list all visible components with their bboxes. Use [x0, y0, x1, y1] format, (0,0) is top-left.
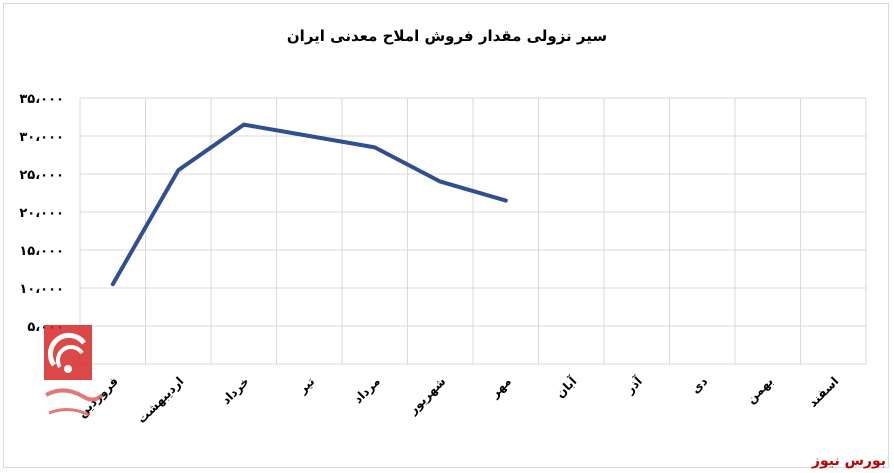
- x-axis-ticks: فروردین اردیبهشت خرداد تیر مرداد شهریور مهر آبا…: [75, 373, 842, 426]
- series-line: [110, 122, 508, 287]
- x-tick-label: آبان: [552, 373, 580, 401]
- x-tick-label: اسفند: [806, 374, 842, 410]
- y-tick-label: ۲۰،۰۰۰: [19, 206, 64, 221]
- source-label: بورس نیوز: [811, 453, 886, 469]
- x-tick-label: تیر: [295, 374, 318, 397]
- x-tick-label: خرداد: [219, 374, 252, 407]
- y-tick-label: ۱۰،۰۰۰: [19, 282, 64, 297]
- y-tick-label: ۲۵،۰۰۰: [19, 168, 64, 183]
- chart-frame: [3, 3, 889, 468]
- chart-title: سیر نزولی مقدار فروش املاح معدنی ایران: [286, 27, 608, 45]
- x-tick-label: مرداد: [351, 374, 383, 406]
- gridlines: [79, 97, 867, 365]
- x-tick-label: دی: [688, 374, 710, 396]
- x-tick-label: اردیبهشت: [134, 374, 186, 426]
- x-tick-label: شهریور: [405, 374, 449, 418]
- x-tick-label: آذر: [621, 373, 645, 397]
- y-tick-label: ۳۰،۰۰۰: [19, 130, 64, 145]
- x-tick-label: بهمن: [744, 374, 776, 406]
- x-tick-label: مهر: [487, 374, 514, 401]
- watermark-logo: [44, 325, 104, 417]
- y-tick-label: ۱۵،۰۰۰: [19, 244, 64, 259]
- y-tick-label: ۳۵،۰۰۰: [19, 92, 64, 107]
